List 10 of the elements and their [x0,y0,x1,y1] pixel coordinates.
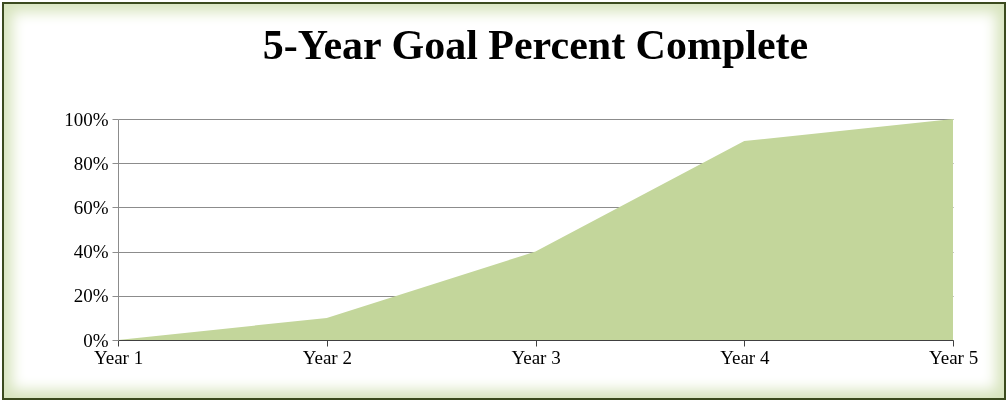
x-tick-label: Year 3 [511,346,561,368]
y-tick-label: 40% [73,241,109,263]
y-tick-label: 20% [73,285,109,307]
y-tick-label: 60% [73,196,109,218]
x-tick-label: Year 4 [720,346,770,368]
y-tick-label: 80% [73,152,109,174]
y-tick-label: 100% [64,108,109,130]
x-tick-label: Year 2 [302,346,352,368]
chart-title: 5-Year Goal Percent Complete [262,22,809,68]
x-tick-label: Year 5 [928,346,979,368]
